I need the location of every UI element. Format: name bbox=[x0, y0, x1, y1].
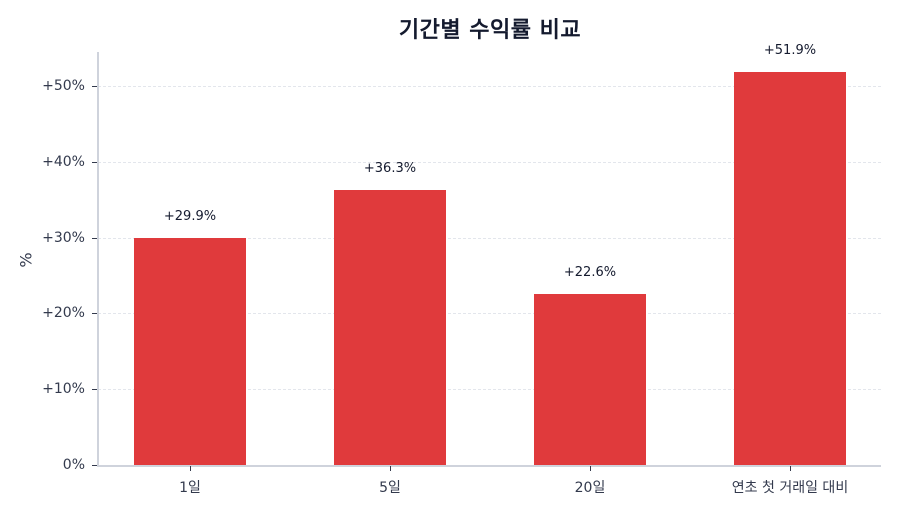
y-tick-mark bbox=[92, 313, 97, 315]
y-axis-title: % bbox=[16, 252, 36, 268]
x-tick-label: 20일 bbox=[574, 480, 606, 496]
bar-value-label: +36.3% bbox=[363, 160, 417, 176]
y-tick-mark bbox=[92, 161, 97, 163]
x-tick-mark bbox=[190, 466, 191, 471]
x-tick-label: 5일 bbox=[379, 480, 401, 496]
gridline bbox=[98, 389, 881, 391]
bar bbox=[534, 293, 646, 465]
y-tick-mark bbox=[92, 465, 97, 466]
gridline bbox=[98, 313, 881, 315]
y-axis-line bbox=[97, 52, 99, 466]
x-tick-mark bbox=[790, 466, 791, 471]
bar-value-label: +51.9% bbox=[763, 42, 817, 58]
bar bbox=[734, 71, 846, 465]
gridline bbox=[98, 161, 881, 163]
y-tick-label: +10% bbox=[42, 381, 85, 398]
bar-value-label: +29.9% bbox=[163, 209, 217, 225]
y-tick-label: +40% bbox=[42, 153, 85, 170]
bar bbox=[334, 189, 446, 465]
y-tick-label: +30% bbox=[42, 229, 85, 246]
gridline bbox=[98, 237, 881, 239]
x-tick-mark bbox=[590, 466, 591, 471]
y-tick-label: 0% bbox=[62, 457, 85, 473]
y-tick-mark bbox=[92, 86, 97, 87]
x-tick-mark bbox=[390, 466, 391, 471]
chart-title: 기간별 수익률 비교 bbox=[398, 18, 582, 43]
y-tick-label: +50% bbox=[42, 78, 85, 94]
bar bbox=[134, 238, 246, 465]
x-tick-label: 1일 bbox=[179, 480, 201, 496]
x-axis-line bbox=[97, 465, 881, 467]
bar-value-label: +22.6% bbox=[563, 264, 617, 280]
y-tick-mark bbox=[92, 389, 97, 391]
gridline bbox=[98, 86, 881, 87]
y-tick-mark bbox=[92, 237, 97, 239]
y-tick-label: +20% bbox=[42, 305, 85, 322]
x-tick-label: 연초 첫 거래일 대비 bbox=[731, 480, 849, 496]
